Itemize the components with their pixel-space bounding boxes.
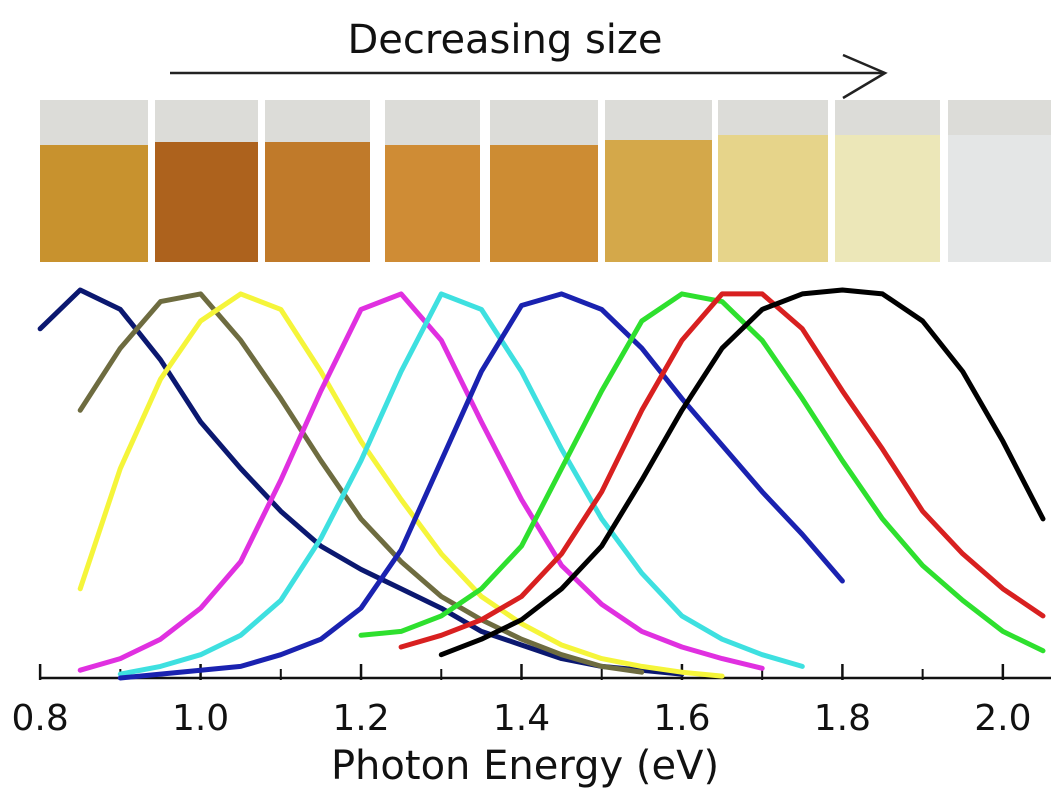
x-tick-label: 0.8: [11, 698, 68, 739]
spectrum-line: [77, 291, 645, 675]
spectrum-line: [77, 291, 725, 679]
spectrum-line: [358, 291, 1046, 654]
x-axis-label: Photon Energy (eV): [331, 743, 719, 789]
annotation-title: Decreasing size: [347, 17, 662, 63]
vial-photos: [40, 100, 1051, 262]
x-tick-label: 1.4: [493, 698, 550, 739]
x-tick-label: 1.6: [653, 698, 710, 739]
spectrum-line: [117, 291, 845, 681]
spectrum-line: [77, 291, 765, 673]
x-tick-label: 1.0: [172, 698, 229, 739]
size-arrow: [170, 53, 888, 100]
spectrum-line: [398, 291, 1046, 650]
spectrum-line: [117, 291, 805, 677]
x-tick-label: 1.8: [814, 698, 871, 739]
spectrum-line: [37, 287, 685, 677]
x-tick-label: 2.0: [974, 698, 1031, 739]
spectrum-line: [438, 287, 1046, 658]
x-tick-label: 1.2: [332, 698, 389, 739]
